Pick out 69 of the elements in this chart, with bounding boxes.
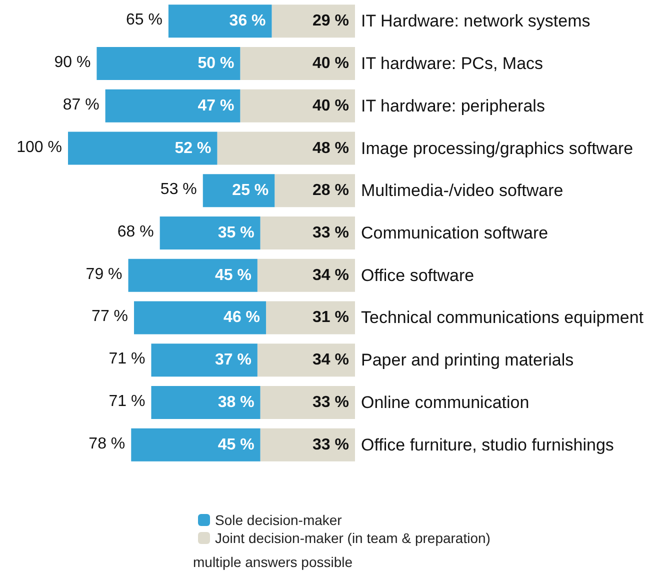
data-label: 47 %	[198, 97, 234, 114]
data-label: 36 %	[229, 12, 266, 30]
data-label: 28 %	[312, 182, 349, 200]
y-tick-label: Multimedia-/video software	[361, 181, 564, 200]
bar	[240, 89, 355, 122]
data-label: 34 %	[312, 352, 349, 369]
data-label: 29 %	[312, 12, 349, 30]
data-label: 45 %	[214, 266, 252, 284]
total-label: 87 %	[62, 96, 100, 114]
y-tick-label: Image processing/graphics software	[361, 138, 634, 158]
bar	[128, 258, 258, 292]
data-label: 37 %	[214, 352, 252, 369]
y-tick-label: Office software	[361, 266, 474, 285]
data-label: 50 %	[198, 55, 234, 72]
data-label: 40 %	[312, 55, 349, 72]
data-label: 33 %	[312, 394, 349, 411]
data-label: 38 %	[218, 394, 254, 411]
total-label: 53 %	[160, 181, 197, 198]
data-label: 33 %	[312, 224, 349, 242]
bar	[217, 132, 355, 165]
total-label: 65 %	[126, 12, 162, 29]
data-label: 31 %	[312, 309, 349, 326]
data-label: 25 %	[232, 182, 269, 200]
legend-label: Joint decision-maker (in team & preparation)	[215, 530, 490, 546]
total-label: 90 %	[54, 54, 91, 72]
bar	[274, 174, 355, 208]
total-label: 79 %	[86, 266, 122, 283]
bar	[105, 89, 240, 122]
bar	[168, 4, 272, 38]
bar	[151, 344, 258, 377]
total-label: 77 %	[92, 308, 128, 326]
bar	[96, 47, 240, 80]
data-label: 52 %	[174, 140, 212, 157]
total-label: 78 %	[88, 435, 126, 452]
data-label: 35 %	[218, 224, 254, 242]
y-tick-label: Office furniture, studio furnishings	[361, 435, 614, 454]
data-label: 45 %	[218, 436, 254, 454]
bar	[68, 132, 218, 165]
bar	[131, 428, 260, 462]
y-tick-label: IT hardware: PCs, Macs	[361, 54, 544, 74]
data-label: 48 %	[312, 140, 349, 157]
bar	[266, 301, 355, 334]
bar	[240, 47, 355, 80]
data-label: 46 %	[224, 309, 260, 326]
y-tick-label: IT Hardware: network systems	[361, 12, 590, 31]
bar	[272, 4, 355, 38]
legend-label: Sole decision-maker	[215, 512, 342, 528]
y-tick-label: Communication software	[361, 224, 548, 242]
data-label: 34 %	[312, 266, 349, 284]
bar	[260, 216, 355, 250]
total-label: 100 %	[16, 138, 62, 156]
data-label: 33 %	[312, 436, 349, 454]
bar	[202, 174, 275, 208]
data-label: 40 %	[312, 97, 349, 114]
bar	[151, 386, 260, 419]
y-tick-label: Paper and printing materials	[361, 350, 574, 370]
bar	[260, 386, 355, 419]
y-tick-label: Technical communications equipment	[361, 308, 644, 328]
bar	[134, 301, 266, 334]
total-label: 71 %	[108, 392, 146, 410]
total-label: 71 %	[108, 350, 146, 368]
total-label: 68 %	[117, 224, 154, 240]
bar	[257, 344, 355, 377]
y-tick-label: IT hardware: peripherals	[361, 96, 545, 116]
bar	[257, 258, 355, 292]
text: multiple answers possible	[193, 554, 353, 570]
bar	[160, 216, 260, 250]
y-tick-label: Online communication	[361, 392, 530, 412]
bar	[260, 428, 355, 462]
